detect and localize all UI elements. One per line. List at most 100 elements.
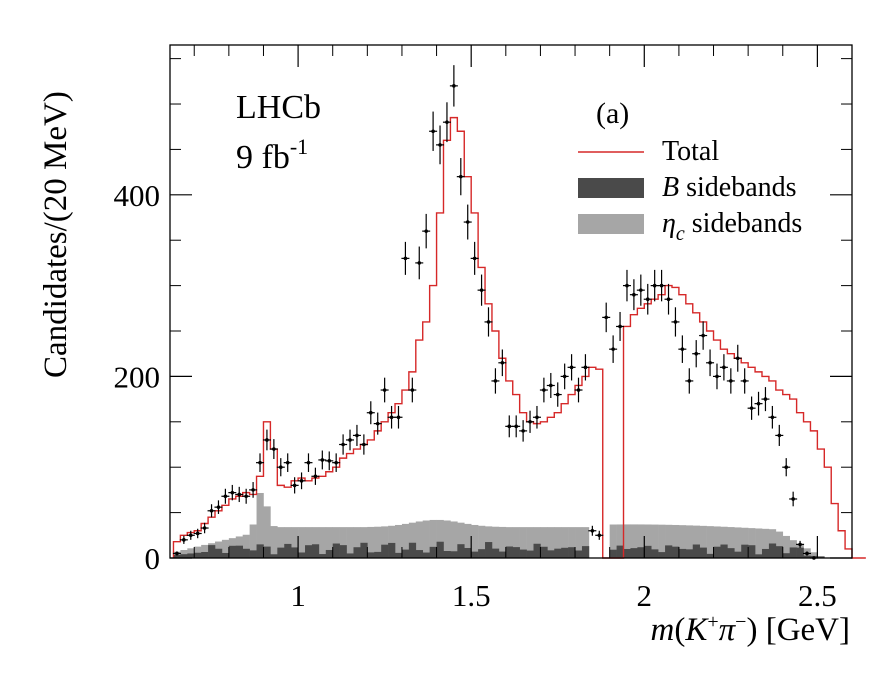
b-sideband-bar [533, 543, 541, 558]
b-sideband-bar [194, 552, 202, 558]
data-point [449, 65, 458, 107]
b-sideband-bar [298, 552, 306, 558]
data-point [664, 283, 673, 315]
data-point [726, 368, 735, 394]
b-sideband-bar [208, 545, 216, 558]
etac-sideband-bar [713, 526, 721, 558]
data-point [560, 363, 569, 390]
data-point [242, 488, 251, 504]
b-sideband-bar [671, 546, 680, 558]
etac-sideband-bar [360, 527, 368, 558]
data-marker [334, 460, 338, 465]
etac-sideband-bar [464, 523, 472, 558]
data-marker [348, 438, 352, 442]
etac-sideband-bar [395, 524, 403, 558]
data-point [754, 391, 763, 416]
data-marker [666, 297, 671, 302]
b-sideband-bar [727, 548, 735, 558]
data-point [436, 125, 445, 165]
data-marker [292, 483, 297, 488]
data-marker [306, 460, 311, 465]
b-sideband-bar [575, 550, 583, 558]
data-marker [479, 288, 484, 292]
etac-sideband-bar [554, 527, 562, 558]
data-point [387, 405, 396, 429]
data-point [629, 279, 638, 311]
data-point [477, 274, 486, 306]
legend-etac-sidebands-swatch [578, 214, 644, 234]
data-marker [742, 379, 747, 383]
data-point [262, 429, 271, 451]
legend-b-symbol: B [662, 172, 679, 203]
b-sideband-bar [215, 548, 223, 558]
experiment-label: LHCb [236, 89, 321, 126]
b-sideband-bar [568, 547, 576, 558]
data-marker [223, 494, 228, 499]
data-point [463, 204, 472, 240]
data-marker [175, 551, 179, 556]
data-marker [465, 220, 470, 224]
data-point [325, 451, 334, 471]
b-sideband-bar [242, 548, 250, 558]
data-marker [625, 283, 629, 288]
data-point [498, 349, 507, 377]
total-fit-line [172, 116, 866, 559]
data-point [304, 453, 313, 472]
b-sideband-bar [353, 547, 361, 558]
etac-sideband-bar [775, 531, 784, 558]
etac-sideband-bar [318, 527, 327, 558]
data-point [228, 484, 237, 501]
etac-sideband-bar [401, 523, 410, 558]
b-sideband-bar [415, 550, 424, 558]
data-marker [195, 531, 200, 536]
b-sideband-bar [436, 541, 444, 558]
data-marker [445, 120, 449, 124]
b-sideband-bar [817, 556, 825, 558]
etac-sideband-bar [263, 506, 271, 558]
data-marker [735, 356, 740, 361]
data-point [789, 491, 798, 507]
y-tick-label: 400 [114, 178, 161, 213]
b-sideband-bar [457, 544, 465, 558]
data-point [186, 530, 195, 540]
data-marker [244, 494, 248, 499]
etac-sideband-bar [616, 524, 624, 558]
x-tick-label: 2 [637, 578, 653, 613]
etac-sideband-bar [540, 527, 548, 558]
b-sideband-bar [761, 548, 770, 558]
b-sideband-bar [547, 550, 555, 558]
data-point [574, 377, 583, 403]
data-point [761, 387, 770, 412]
etac-sideband-bar [187, 548, 195, 558]
data-marker [382, 388, 387, 392]
b-sideband-bar [318, 554, 327, 558]
b-sideband-bar [471, 551, 479, 558]
b-sideband-bar [388, 542, 396, 558]
b-sideband-bar [789, 547, 797, 558]
data-marker [507, 424, 512, 429]
etac-sideband-bar [519, 527, 527, 558]
etac-sideband-bar [748, 528, 756, 558]
etac-sideband-bar [741, 527, 749, 558]
etac-sideband-bar [644, 524, 652, 558]
data-point [207, 504, 216, 518]
etac-sideband-bar [311, 527, 320, 558]
data-point [657, 269, 666, 302]
b-sideband-bar [685, 549, 694, 558]
data-point [685, 368, 694, 394]
data-marker [396, 415, 401, 420]
data-marker [659, 283, 664, 288]
data-point [269, 439, 278, 459]
b-sideband-bar [332, 543, 340, 558]
etac-sideband-bar [491, 526, 500, 558]
panel-label: (a) [596, 97, 629, 130]
data-point [346, 429, 355, 451]
etac-sideband-bar [658, 524, 666, 558]
b-sideband-bar [284, 543, 292, 558]
etac-sideband-bar [651, 524, 659, 558]
data-marker [798, 542, 802, 547]
plot-layer [172, 65, 866, 560]
luminosity-label: 9 fb-1 [236, 134, 308, 176]
data-marker [618, 324, 622, 329]
data-marker [562, 374, 567, 379]
